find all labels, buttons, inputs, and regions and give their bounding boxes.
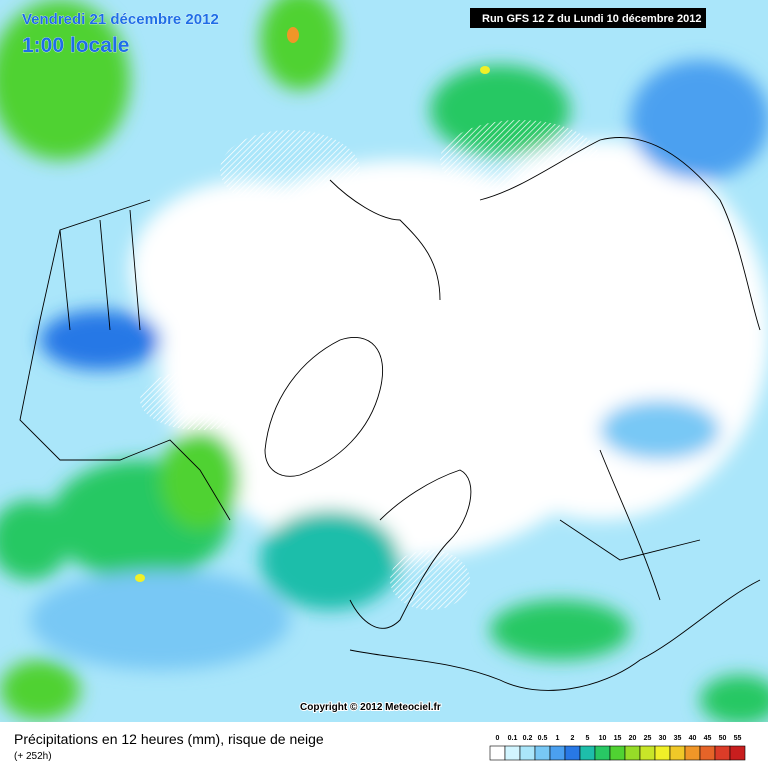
footer-lead: (+ 252h) <box>14 751 52 762</box>
legend-label: 0.5 <box>538 735 548 742</box>
legend-swatch <box>714 745 731 761</box>
time: 1:00 locale <box>22 34 129 57</box>
legend-label: 15 <box>614 735 622 742</box>
precip-field <box>0 0 768 725</box>
footer-title: Précipitations en 12 heures (mm), risque… <box>14 731 324 747</box>
legend-label: 50 <box>719 735 727 742</box>
legend-swatch <box>654 745 671 761</box>
legend-swatch <box>624 745 641 761</box>
legend: 0 0.1 0.2 0.5 1 2 5 10 15 20 25 30 35 40 45 50 55 <box>489 735 746 761</box>
legend-swatch <box>729 745 746 761</box>
run: Run GFS 12 Z du Lundi 10 décembre 2012 <box>482 13 701 25</box>
legend-label: 0 <box>496 735 500 742</box>
footer-panel <box>0 722 768 768</box>
coastlines <box>19 137 761 691</box>
legend-swatch <box>504 745 521 761</box>
legend-swatch <box>534 745 551 761</box>
date: Vendredi 21 décembre 2012 <box>22 11 219 28</box>
legend-swatch <box>594 745 611 761</box>
legend-label: 10 <box>599 735 607 742</box>
legend-label: 1 <box>556 735 560 742</box>
legend-swatch <box>489 745 506 761</box>
legend-label: 2 <box>571 735 575 742</box>
legend-swatch <box>639 745 656 761</box>
legend-label: 20 <box>629 735 637 742</box>
legend-swatch <box>669 745 686 761</box>
legend-label: 55 <box>734 735 742 742</box>
snow-risk <box>140 120 600 610</box>
legend-swatch <box>519 745 536 761</box>
legend-swatch <box>684 745 701 761</box>
legend-swatch <box>699 745 716 761</box>
legend-label: 45 <box>704 735 712 742</box>
legend-label: 30 <box>659 735 667 742</box>
legend-swatch <box>579 745 596 761</box>
run-box <box>470 8 706 28</box>
legend-swatch <box>609 745 626 761</box>
legend-label: 25 <box>644 735 652 742</box>
legend-label: 0.2 <box>523 735 533 742</box>
legend-label: 0.1 <box>508 735 518 742</box>
legend-label: 40 <box>689 735 697 742</box>
legend-swatch <box>564 745 581 761</box>
legend-label: 5 <box>586 735 590 742</box>
legend-swatch <box>549 745 566 761</box>
legend-label: 35 <box>674 735 682 742</box>
copyright: Copyright © 2012 Meteociel.fr <box>300 702 441 713</box>
